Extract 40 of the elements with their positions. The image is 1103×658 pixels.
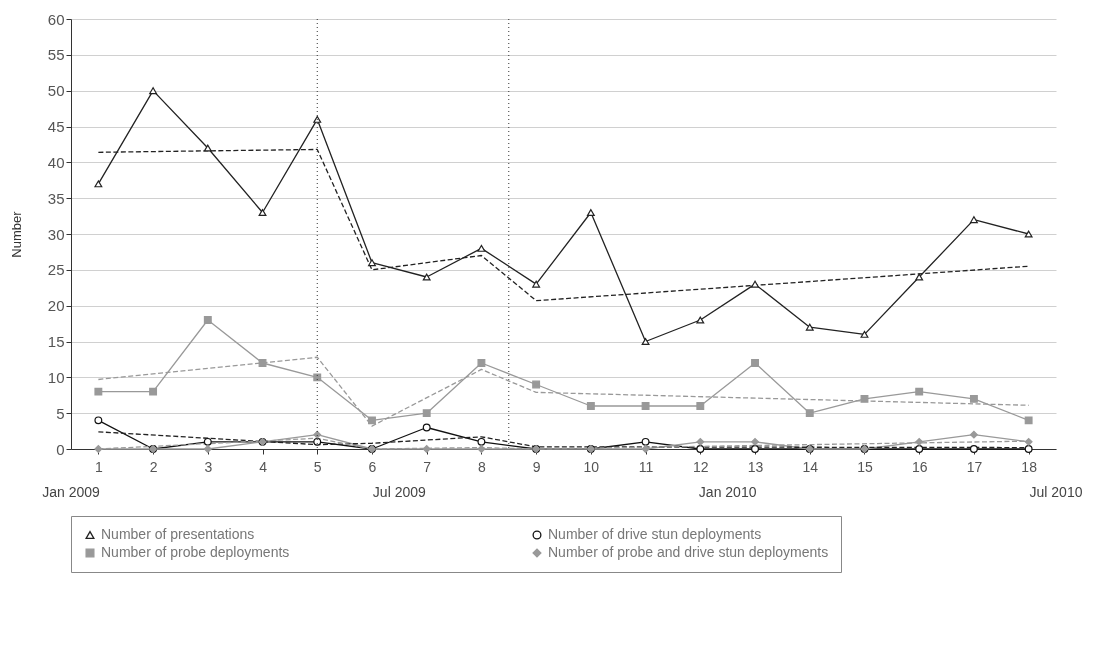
y-tick-label: 25 (47, 261, 65, 279)
x-tick-label: 9 (532, 458, 541, 475)
x-tick-label: 14 (802, 458, 819, 475)
y-axis-title: Number (8, 210, 24, 258)
y-tick-label: 30 (47, 225, 65, 243)
y-tick-label: 5 (56, 404, 65, 422)
text: Jan 2010 (698, 484, 757, 500)
x-tick-label: 13 (747, 458, 764, 475)
x-tick-label: 10 (583, 458, 600, 475)
y-tick-label: 50 (47, 82, 65, 100)
x-tick-label: 18 (1021, 458, 1038, 475)
text: Jul 2010 (1029, 484, 1083, 500)
y-tick-label: 15 (47, 333, 65, 350)
y-tick-label: 45 (47, 118, 65, 135)
x-tick-label: 15 (857, 458, 873, 475)
y-tick-label: 10 (47, 368, 65, 386)
y-tick-label: 60 (47, 10, 65, 28)
x-tick-label: 5 (313, 458, 322, 475)
x-tick-label: 7 (423, 458, 432, 475)
x-tick-label: 12 (693, 458, 709, 475)
y-tick-label: 35 (47, 189, 65, 207)
x-tick-label: 11 (638, 458, 654, 475)
text: Jan 2009 (42, 484, 101, 500)
y-tick-label: 20 (47, 297, 65, 315)
x-tick-label: 1 (94, 458, 103, 475)
legend-label: Number of drive stun deployments (548, 526, 762, 542)
x-tick-label: 8 (478, 458, 487, 475)
legend-label: Number of presentations (101, 526, 255, 542)
legend-label: Number of probe deployments (101, 544, 290, 560)
y-tick-label: 0 (56, 440, 65, 458)
legend-label: Number of probe and drive stun deployments (548, 544, 829, 560)
y-tick-label: 40 (47, 153, 65, 171)
x-tick-label: 16 (911, 458, 928, 475)
x-tick-label: 17 (966, 458, 983, 475)
x-tick-label: 2 (149, 458, 158, 475)
x-tick-label: 3 (204, 458, 213, 475)
x-tick-label: 6 (368, 458, 377, 475)
y-tick-label: 55 (47, 46, 65, 64)
text: Jul 2009 (372, 484, 427, 500)
x-tick-label: 4 (259, 458, 268, 475)
